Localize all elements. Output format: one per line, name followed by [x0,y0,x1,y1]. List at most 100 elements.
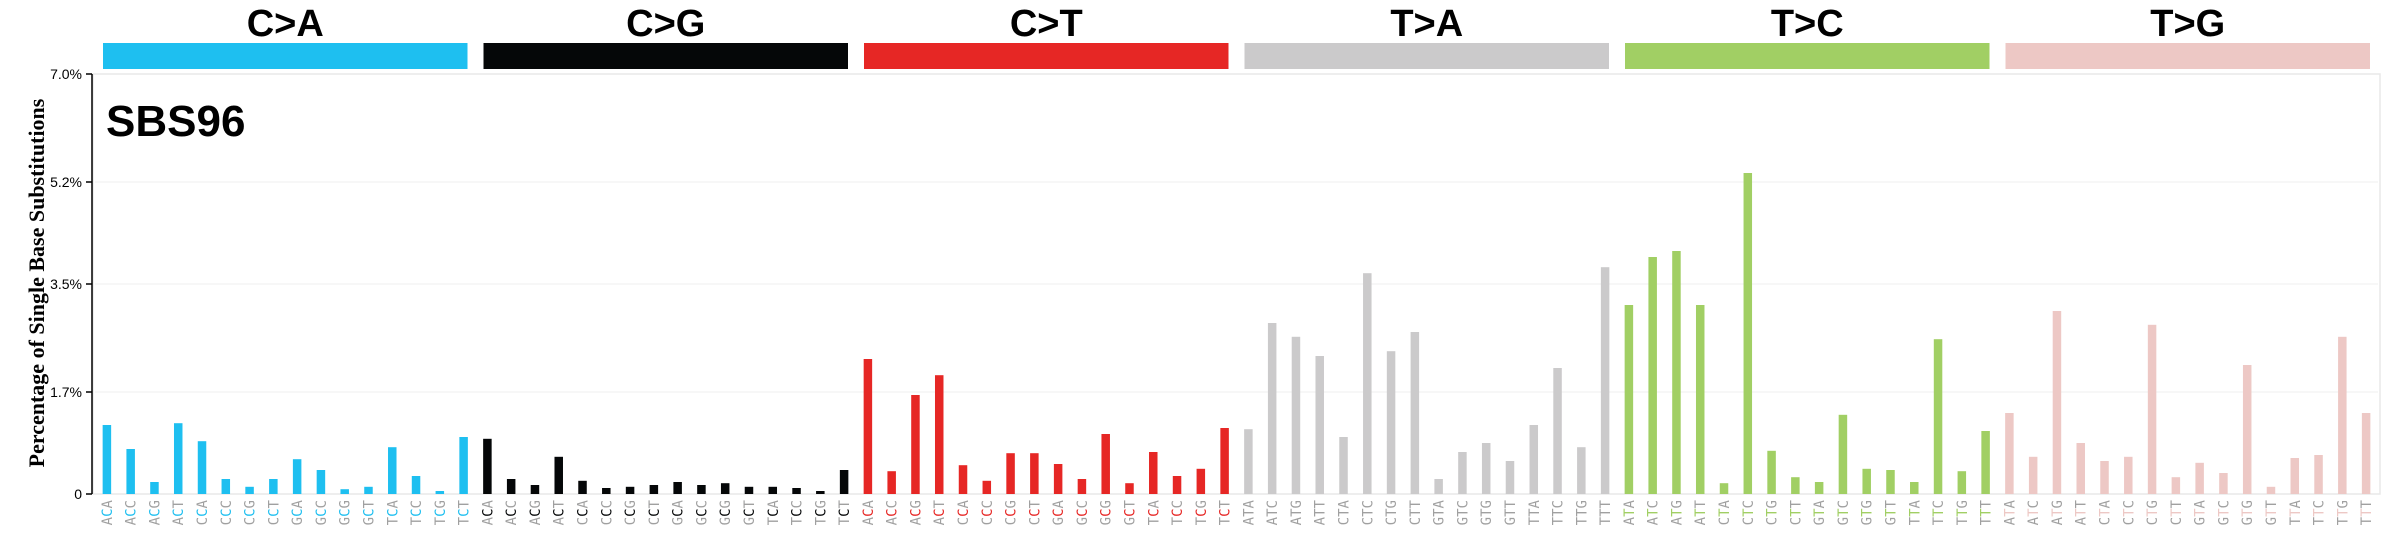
bar [1791,477,1800,494]
bar [1838,414,1848,494]
context-label: CTA [1337,499,1353,525]
context-label: CTA [2098,499,2114,525]
bar [1743,173,1753,494]
context-label: CCT [266,499,282,525]
bar [388,447,397,494]
context-label: GTT [1883,499,1899,525]
bar [1315,356,1324,494]
bar [1481,443,1491,494]
context-label: TTG [1955,500,1971,525]
context-label: TTA [2288,499,2304,525]
context-label: ACA [861,499,877,525]
bar [269,479,278,494]
bars [102,173,2371,494]
bar [1933,339,1943,494]
bar [1458,452,1467,494]
context-label: CTC [1741,500,1757,525]
context-label: TTG [2335,500,2351,525]
context-label: TCT [1218,499,1234,525]
context-label: ATA [1241,499,1257,525]
context-label: TCG [1194,500,1210,525]
mutation-type-bar [483,43,848,69]
bar [625,486,635,494]
bar [554,456,563,494]
bar [1363,273,1372,494]
context-label: TTG [1574,500,1590,525]
context-label: ACC [504,500,520,525]
y-tick-label: 5.2% [50,174,82,190]
bar [1624,305,1634,494]
context-label: TCT [457,499,473,525]
context-label: CTA [1717,499,1733,525]
context-label: CTT [2169,499,2185,525]
context-label: CCG [243,500,259,525]
context-label: CTC [2121,500,2137,525]
context-label: CTT [1788,499,1804,525]
context-label: CCC [980,500,996,525]
context-label: TCG [433,500,449,525]
bar [2290,458,2300,494]
bar [197,441,207,494]
mutation-type-label: T>G [2150,3,2225,45]
y-axis: 0 1.7% 3.5% 5.2% 7.0% [50,66,93,502]
y-axis-label: Percentage of Single Base Substitutions [24,98,49,467]
bar [316,470,326,494]
y-tick-label: 1.7% [50,384,82,400]
context-label: ATC [1265,500,1281,525]
bar [1053,464,1063,494]
context-label: GTT [1503,499,1519,525]
context-label: GCA [671,499,687,525]
bar [1196,468,1206,494]
context-label: GCC [694,500,710,525]
context-label: GCC [314,500,330,525]
bar [911,395,920,494]
bar [2195,462,2204,494]
context-label: GTG [2240,500,2256,525]
context-label: CCG [623,500,639,525]
mutation-type-label: T>A [1390,3,1463,45]
bar [1030,453,1039,494]
bar [1505,461,1515,494]
bar [2005,413,2014,494]
context-label: GCG [338,500,354,525]
bar [1220,428,1229,494]
context-label: CCG [1004,500,1020,525]
bar [1410,332,1420,494]
bar [1101,434,1110,494]
context-label: GTT [2264,499,2280,525]
mutation-type-label: C>A [247,3,324,45]
context-label: CCC [599,500,615,525]
context-label: ATC [2026,500,2042,525]
context-label: GCA [290,499,306,525]
bar [2147,324,2157,494]
context-label: GTA [1432,499,1448,525]
bar [934,375,944,494]
bar [1172,476,1182,494]
bar [245,486,254,494]
bar [1077,479,1087,494]
context-label: GCT [742,499,758,525]
bar [2076,443,2085,494]
bar [768,486,778,494]
bar [1719,483,1729,494]
context-label: GTA [1812,499,1828,525]
bar [1862,468,1871,494]
bar [1695,305,1705,494]
context-label: TCT [837,499,853,525]
context-label: CTG [2145,500,2161,525]
context-labels: ACA ACC ACG ACT CCA CCC CCG CCT GCA GCC GCG GCT TCA T… [100,499,2375,525]
mutation-type-headers: C>A C>G C>T T>A T>C T>G [103,3,2370,69]
bar [697,485,706,494]
context-label: TCG [813,500,829,525]
mutation-type-label: C>G [626,3,705,45]
context-label: ACA [100,499,116,525]
bar [483,438,492,494]
context-label: GCT [361,499,377,525]
context-label: ACC [885,500,901,525]
bar [1149,452,1158,494]
context-label: GTC [1836,500,1852,525]
bar [839,470,849,494]
context-label: TTT [1979,499,1995,525]
bar [2052,311,2062,494]
bar [2028,456,2038,494]
